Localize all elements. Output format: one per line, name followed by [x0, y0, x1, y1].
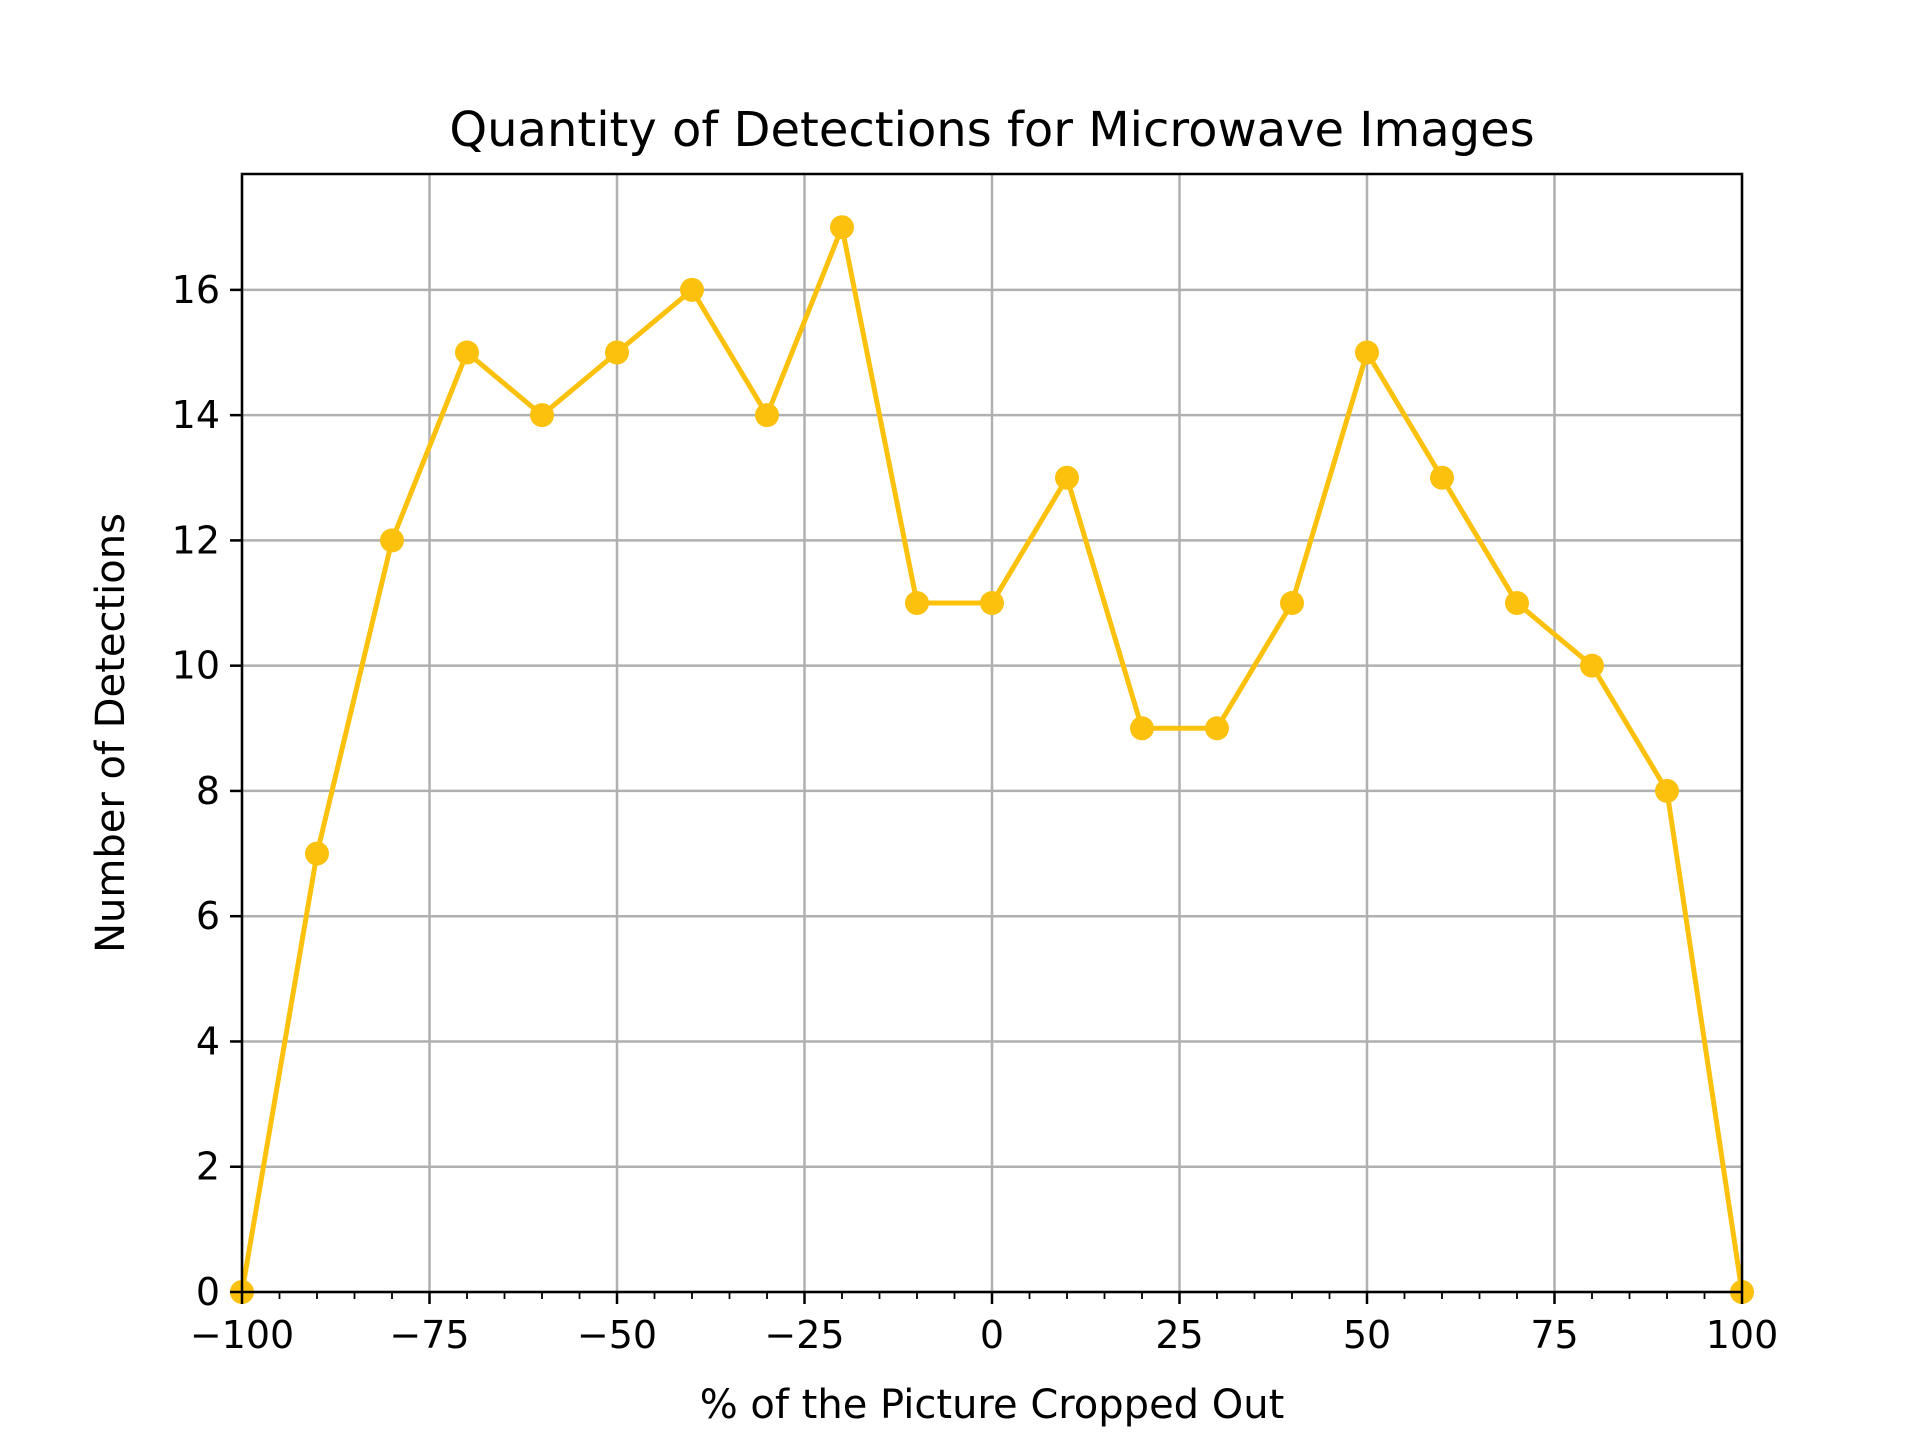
x-tick-label: −75 [389, 1313, 469, 1357]
data-point [530, 403, 554, 428]
y-tick-label: 4 [196, 1019, 220, 1063]
data-point [605, 340, 629, 365]
x-tick-label: 50 [1343, 1313, 1391, 1357]
data-point [1655, 778, 1679, 803]
series-layer [230, 215, 1754, 1304]
data-point [755, 403, 779, 428]
x-axis-label: % of the Picture Cropped Out [700, 1382, 1285, 1428]
x-tick-label: −50 [577, 1313, 657, 1357]
data-point [380, 528, 404, 553]
y-tick-label: 10 [172, 644, 220, 688]
x-tick-label: 25 [1155, 1313, 1203, 1357]
data-point [830, 215, 854, 240]
y-axis-label: Number of Detections [88, 513, 134, 953]
data-point [1055, 465, 1079, 490]
y-tick-label: 6 [196, 894, 220, 938]
ticks: −100 −75 −50 −25 0 25 50 75 100 0 2 4 6 8 10 12 14 16 [172, 268, 1779, 1357]
data-point [680, 277, 704, 302]
data-point [1355, 340, 1379, 365]
data-point [305, 841, 329, 866]
x-tick-label: 75 [1530, 1313, 1578, 1357]
y-tick-label: 2 [196, 1145, 220, 1189]
y-tick-label: 14 [172, 393, 220, 437]
x-tick-label: −25 [764, 1313, 844, 1357]
x-tick-label: −100 [190, 1313, 294, 1357]
x-tick-label: 100 [1706, 1313, 1779, 1357]
y-tick-label: 12 [172, 518, 220, 562]
data-point [1430, 465, 1454, 490]
chart-title: Quantity of Detections for Microwave Ima… [449, 102, 1534, 158]
data-point [980, 591, 1004, 616]
y-tick-label: 8 [196, 769, 220, 813]
y-tick-label: 0 [196, 1270, 220, 1314]
data-point [905, 591, 929, 616]
data-point [1280, 591, 1304, 616]
data-point [455, 340, 479, 365]
data-point [1580, 653, 1604, 678]
x-tick-label: 0 [980, 1313, 1004, 1357]
data-point [1505, 591, 1529, 616]
data-point [1130, 716, 1154, 741]
y-tick-label: 16 [172, 268, 220, 312]
grid [240, 174, 1744, 1294]
data-point [1205, 716, 1229, 741]
